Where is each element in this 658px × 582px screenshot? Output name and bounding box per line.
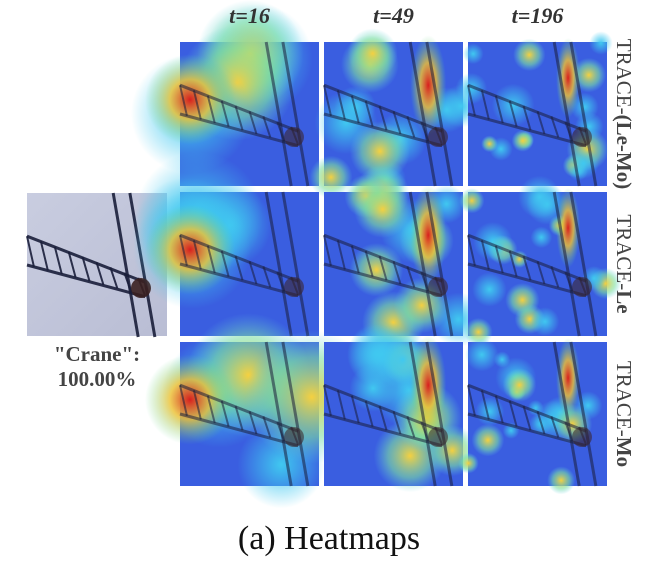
row-label: TRACE-Le	[612, 214, 636, 313]
crane-hub	[571, 277, 592, 298]
crane-hub	[427, 427, 448, 448]
heatmap	[132, 151, 319, 337]
row-label-prefix: TRACE-	[612, 39, 636, 115]
row-label-variant: (Le-Mo)	[612, 115, 636, 190]
heat-blob	[502, 368, 537, 402]
heat-blob	[347, 28, 398, 79]
crane-mast	[264, 191, 310, 337]
heat-blob	[465, 338, 499, 372]
heat-blob	[309, 155, 353, 199]
crane-hub	[427, 277, 448, 298]
heat-blob	[530, 307, 560, 337]
crane-mast	[552, 41, 598, 187]
heat-blob	[471, 423, 505, 457]
column-header: t=196	[512, 3, 564, 28]
input-label: "Crane":	[54, 342, 140, 366]
row-label-prefix: TRACE-	[612, 214, 636, 290]
column-header: t=49	[373, 3, 414, 28]
heat-blob	[349, 121, 410, 182]
heat-blob	[493, 351, 511, 368]
crane-mast	[552, 191, 598, 337]
heat-blob	[571, 57, 607, 93]
heat-blob	[145, 54, 235, 145]
crane-hub	[283, 277, 304, 298]
heat-blob	[354, 180, 412, 238]
heatmap	[459, 175, 622, 347]
input-confidence: 100.00%	[58, 367, 137, 391]
heat-blob	[145, 204, 235, 295]
heat-blob	[458, 452, 479, 474]
crane-hub	[283, 427, 304, 448]
heatmap	[309, 28, 483, 201]
crane-hub	[571, 127, 592, 148]
crane-mast	[264, 341, 310, 487]
heat-blob	[589, 31, 613, 55]
crane-mast	[264, 41, 310, 187]
heatmap	[458, 338, 607, 495]
crane-mast	[408, 341, 454, 487]
heat-blob	[530, 226, 553, 249]
row-label: TRACE-(Le-Mo)	[612, 39, 636, 189]
heat-blob	[513, 38, 546, 72]
crane-mast	[408, 191, 454, 337]
heatmap	[323, 320, 478, 493]
heat-blob	[145, 354, 235, 445]
crane-hub	[571, 427, 592, 448]
row-label: TRACE-Mo	[612, 361, 636, 467]
crane-hub	[427, 127, 448, 148]
heatmap	[455, 31, 613, 187]
caption: (a) Heatmaps	[238, 520, 420, 557]
crane-hub	[283, 127, 304, 148]
heat-blob	[347, 324, 408, 385]
row-label-variant: Mo	[612, 437, 636, 467]
heat-blob	[547, 466, 576, 495]
row-label-variant: Le	[612, 290, 636, 313]
heat-blob	[491, 83, 535, 127]
heat-blob	[459, 188, 485, 214]
heat-blob	[481, 135, 498, 153]
heat-blob	[472, 272, 507, 307]
row-label-prefix: TRACE-	[612, 361, 636, 437]
heat-blob	[462, 43, 484, 65]
crane-mast	[408, 41, 454, 187]
heat-blob	[455, 72, 488, 105]
heatmap	[323, 165, 486, 354]
column-header: t=16	[229, 3, 270, 28]
heat-blob	[511, 129, 534, 152]
crane-mast	[552, 341, 598, 487]
